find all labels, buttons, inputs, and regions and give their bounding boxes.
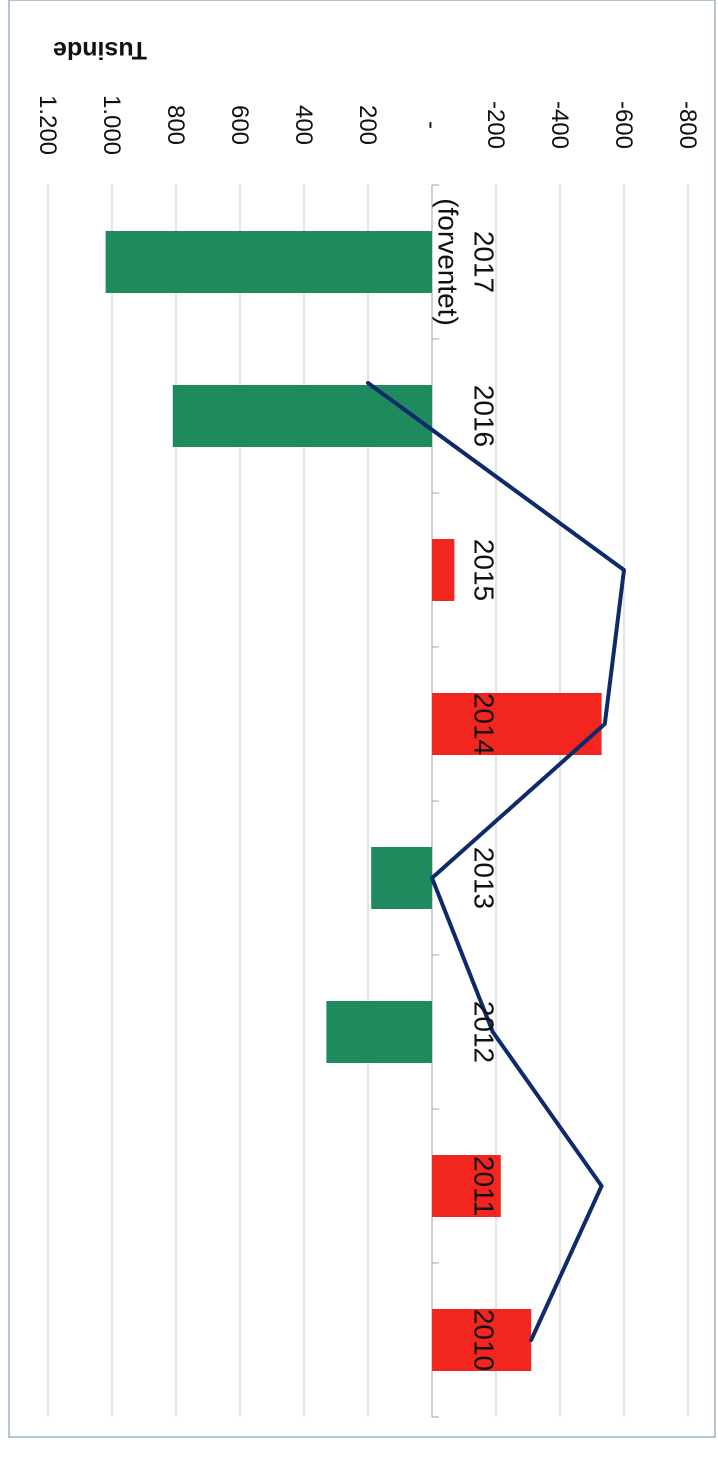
- line-layer: [366, 381, 626, 1342]
- outer-frame: [8, 0, 716, 1438]
- value-tick-label: 400: [290, 105, 317, 145]
- bar: [371, 847, 432, 909]
- category-label: 2012: [469, 1001, 500, 1063]
- value-tick-label: 1.200: [34, 95, 61, 155]
- bar: [432, 693, 602, 755]
- category-label: 2011: [469, 1156, 500, 1216]
- line-series: [366, 381, 626, 1342]
- category-label: 2014: [469, 693, 500, 755]
- category-label: 2010: [469, 1309, 500, 1371]
- value-tick-label: -200: [482, 101, 509, 149]
- category-label: 2016: [469, 385, 500, 447]
- grid-layer: [8, 0, 716, 1438]
- value-tick-label: -: [418, 121, 445, 129]
- category-label: (forventet): [433, 198, 464, 326]
- bar: [432, 539, 455, 601]
- bar: [432, 1155, 501, 1217]
- value-axis-title: Tusinde: [53, 36, 147, 64]
- bar: [105, 231, 432, 293]
- bar: [172, 385, 433, 447]
- value-tick-label: 1.000: [98, 95, 125, 155]
- label-layer: 1.200 1.000 800 600 400 200 - -200 -400 -600 -800 T…: [34, 36, 701, 1371]
- category-label: 2015: [469, 539, 500, 601]
- bar: [432, 1309, 532, 1371]
- value-tick-label: -600: [610, 101, 637, 149]
- value-tick-label: 800: [162, 105, 189, 145]
- value-tick-label: 200: [354, 105, 381, 145]
- bar: [326, 1001, 432, 1063]
- bar-layer: [105, 231, 602, 1371]
- value-tick-label: 600: [226, 105, 253, 145]
- category-label: 2017: [469, 231, 500, 293]
- value-tick-label: -800: [674, 101, 701, 149]
- category-label: 2013: [469, 847, 500, 909]
- value-tick-label: -400: [546, 101, 573, 149]
